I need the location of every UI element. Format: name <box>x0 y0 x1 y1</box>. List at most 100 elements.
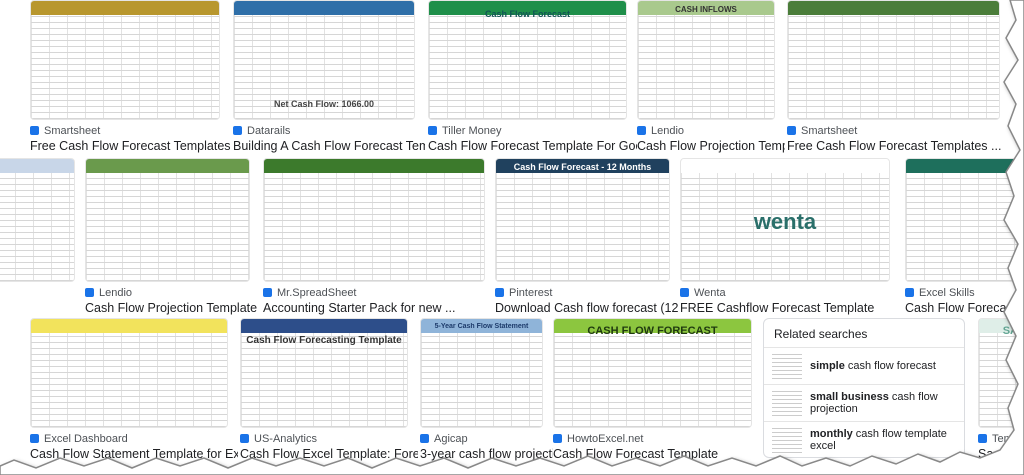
image-result[interactable]: Smartsheet Free Cash Flow Forecast Templa… <box>787 0 1001 160</box>
thumbnail: Cash Flow Forecast - 12 Months <box>495 158 670 282</box>
result-title[interactable]: Cash Flow Forecast Template <box>553 447 719 461</box>
result-title[interactable]: Download Cash flow forecast (12 mo... <box>495 301 680 315</box>
thumbnail: Net Cash Flow: 1066.00 <box>233 0 415 120</box>
result-title[interactable]: 3-year cash flow projecti... <box>420 447 553 461</box>
source-icon <box>978 434 987 443</box>
thumbnail <box>30 318 228 428</box>
result-title[interactable]: FREE Cashflow Forecast Template <box>680 301 875 315</box>
thumbnail: CASH INFLOWS <box>637 0 775 120</box>
thumbnail <box>787 0 1000 120</box>
related-bold: simple <box>810 360 845 372</box>
thumbnail: Cash Flow Forecast <box>428 0 627 120</box>
result-title[interactable]: Cash Flow Statement Template for Excel <box>30 447 238 461</box>
result-source: Mr.SpreadSheet <box>263 287 485 299</box>
thumbnail-header <box>86 159 249 173</box>
result-title[interactable]: Cash Flow Projection Templat... <box>637 139 785 153</box>
source-name: Datarails <box>247 125 291 137</box>
thumbnail: wenta <box>680 158 890 282</box>
image-result[interactable]: 5-Year Cash Flow Statement Agicap 3-year c… <box>420 318 553 468</box>
result-source: Lendio <box>85 287 250 299</box>
thumbnail-caption: Cash Flow Forecasting Template <box>246 335 402 346</box>
result-title[interactable]: SaaS C... <box>978 447 1024 461</box>
source-name: Lendio <box>651 125 685 137</box>
result-title[interactable]: Accounting Starter Pack for new ... <box>263 301 456 315</box>
image-result[interactable]: Cash Flow Forecasting Template US-Analyti… <box>240 318 418 468</box>
source-name: Tiller Money <box>442 125 502 137</box>
thumbnail-header <box>0 159 74 173</box>
image-result[interactable]: Cash Flow Forecast Tiller Money Cash Flow … <box>428 0 637 160</box>
result-title[interactable]: Cash Flow Forecast Temp... <box>905 301 1024 315</box>
result-source: Datarails <box>233 125 415 137</box>
result-source: Excel Skills <box>905 287 1024 299</box>
related-heading: Related searches <box>774 327 868 341</box>
source-icon <box>787 126 796 135</box>
image-result[interactable]: wenta Wenta FREE Cashflow Forecast Templat… <box>680 158 890 322</box>
thumbnail-caption: CASH INFLOWS <box>675 5 737 14</box>
image-result[interactable]: SAAS Templ... SaaS C... <box>978 318 1024 468</box>
result-title[interactable]: ting <box>0 301 85 315</box>
related-search[interactable]: simple cash flow forecast <box>764 347 964 384</box>
source-icon <box>85 288 94 297</box>
thumbnail-header <box>31 1 219 15</box>
result-title[interactable]: Free Cash Flow Forecast Templates ... <box>30 139 230 153</box>
image-result[interactable]: CASH INFLOWS Lendio Cash Flow Projection T… <box>637 0 785 160</box>
source-name: Smartsheet <box>44 125 101 137</box>
source-name: Wenta <box>694 287 726 299</box>
result-title[interactable]: Building A Cash Flow Forecast Template .… <box>233 139 425 153</box>
result-source: Templ... <box>978 433 1024 445</box>
result-source: US-Analytics <box>240 433 408 445</box>
image-result[interactable]: Net Cash Flow: 1066.00 Datarails Building … <box>233 0 425 160</box>
result-title[interactable]: Cash Flow Forecast Template For Google .… <box>428 139 637 153</box>
image-result[interactable]: Excel Skills Cash Flow Forecast Temp... <box>905 158 1024 322</box>
image-result[interactable]: Cash Flow Forecast - 12 Months Pinterest D… <box>495 158 680 322</box>
thumbnail-caption: Cash Flow Forecast <box>484 9 571 19</box>
thumbnail-header <box>241 319 407 333</box>
thumbnail-header <box>31 319 227 333</box>
result-source: Lendio <box>637 125 775 137</box>
related-bold: monthly <box>810 428 853 440</box>
related-bold: small business <box>810 391 889 403</box>
result-source: Pinterest <box>495 287 670 299</box>
thumbnail-caption: Cash Flow Forecast - 12 Months <box>513 162 652 172</box>
source-icon <box>420 434 429 443</box>
thumbnail: 5-Year Cash Flow Statement <box>420 318 543 428</box>
image-result[interactable]: CASH FLOW FORECAST HowtoExcel.net Cash Flo… <box>553 318 752 468</box>
image-result[interactable]: Smartsheet Free Cash Flow Forecast Templa… <box>30 0 230 160</box>
thumbnail-caption: CASH FLOW FORECAST <box>587 325 718 337</box>
thumbnail <box>30 0 220 120</box>
thumbnail-caption: wenta <box>753 209 817 234</box>
thumbnail-caption: 5-Year Cash Flow Statement <box>434 323 529 330</box>
thumbnail-header <box>906 159 1024 173</box>
result-title[interactable]: Cash Flow Excel Template: Forecast ... <box>240 447 418 461</box>
result-source: Smartsheet <box>30 125 220 137</box>
source-name: Agicap <box>434 433 468 445</box>
source-icon <box>905 288 914 297</box>
thumbnail <box>0 158 75 282</box>
related-thumb <box>772 390 802 416</box>
related-search[interactable]: small business cash flow projection <box>764 384 964 421</box>
result-title[interactable]: Free Cash Flow Forecast Templates ... <box>787 139 1002 153</box>
source-icon <box>428 126 437 135</box>
image-result[interactable]: ting <box>0 158 75 322</box>
image-result[interactable]: Mr.SpreadSheet Accounting Starter Pack fo… <box>263 158 485 322</box>
source-name: Excel Skills <box>919 287 975 299</box>
image-result[interactable]: Excel Dashboard Cash Flow Statement Templ… <box>30 318 238 468</box>
related-thumb <box>772 353 802 379</box>
source-name: HowtoExcel.net <box>567 433 644 445</box>
result-title[interactable]: Cash Flow Projection Template | Len... <box>85 301 260 315</box>
result-source: Smartsheet <box>787 125 1000 137</box>
result-source: Wenta <box>680 287 890 299</box>
source-icon <box>30 126 39 135</box>
thumbnail-header <box>234 1 414 15</box>
related-text: simple cash flow forecast <box>810 360 936 372</box>
thumbnail: SAAS <box>978 318 1024 428</box>
source-name: Pinterest <box>509 287 553 299</box>
source-icon <box>680 288 689 297</box>
thumbnail: CASH FLOW FORECAST <box>553 318 752 428</box>
related-rest: cash flow forecast <box>847 360 936 372</box>
image-result[interactable]: Lendio Cash Flow Projection Template | Le… <box>85 158 260 322</box>
source-name: Mr.SpreadSheet <box>277 287 357 299</box>
source-icon <box>240 434 249 443</box>
related-search[interactable]: monthly cash flow template excel <box>764 421 964 457</box>
